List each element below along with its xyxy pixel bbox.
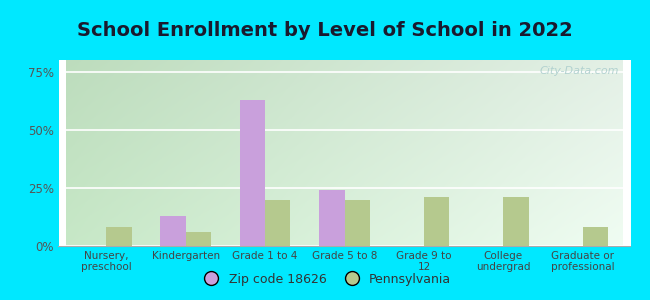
Bar	[344, 200, 370, 246]
Bar	[319, 190, 344, 246]
Bar	[503, 197, 529, 246]
Legend: Zip code 18626, Pennsylvania: Zip code 18626, Pennsylvania	[194, 268, 456, 291]
Bar	[265, 200, 291, 246]
Text: City-Data.com: City-Data.com	[540, 66, 619, 76]
Bar	[186, 232, 211, 246]
Text: School Enrollment by Level of School in 2022: School Enrollment by Level of School in …	[77, 21, 573, 40]
Bar	[106, 227, 131, 246]
Bar	[583, 227, 608, 246]
Bar	[424, 197, 449, 246]
Bar	[240, 100, 265, 246]
Bar	[160, 216, 186, 246]
